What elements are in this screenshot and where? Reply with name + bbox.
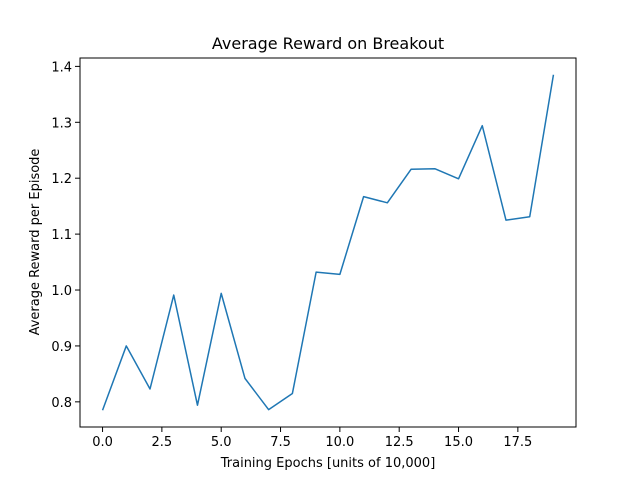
data-point [457,177,461,181]
data-point [480,124,484,128]
data-point [551,73,555,77]
y-tick-label: 1.2 [51,172,72,187]
chart-title: Average Reward on Breakout [212,34,444,53]
y-tick-label: 0.8 [51,396,72,411]
x-tick-label: 10.0 [325,435,354,450]
data-point [433,167,437,171]
x-tick-label: 12.5 [385,435,414,450]
x-tick-label: 17.5 [503,435,532,450]
y-tick-label: 0.9 [51,340,72,355]
data-point [290,391,294,395]
series-line [101,74,555,411]
y-tick-label: 1.0 [51,284,72,299]
x-tick-label: 2.5 [152,435,173,450]
x-axis-label: Training Epochs [units of 10,000] [220,456,436,471]
y-tick-label: 1.4 [51,60,72,75]
data-point [243,376,247,380]
data-point [338,272,342,276]
x-tick-label: 7.5 [270,435,291,450]
x-tick-label: 15.0 [444,435,473,450]
data-point [148,387,152,391]
data-point [314,270,318,274]
data-point [219,291,223,295]
data-point [172,293,176,297]
plot-frame [79,57,577,428]
x-tick-label: 5.0 [211,435,232,450]
y-tick-label: 1.3 [51,116,72,131]
data-point [124,344,128,348]
y-tick-label: 1.1 [51,228,72,243]
data-point [101,408,105,412]
data-point [362,195,366,199]
y-axis-label: Average Reward per Episode [28,149,43,336]
data-point [409,167,413,171]
x-tick-label: 0.0 [92,435,113,450]
data-point [267,408,271,412]
data-point [528,215,532,219]
data-point [385,201,389,205]
data-point [195,403,199,407]
data-point [504,218,508,222]
